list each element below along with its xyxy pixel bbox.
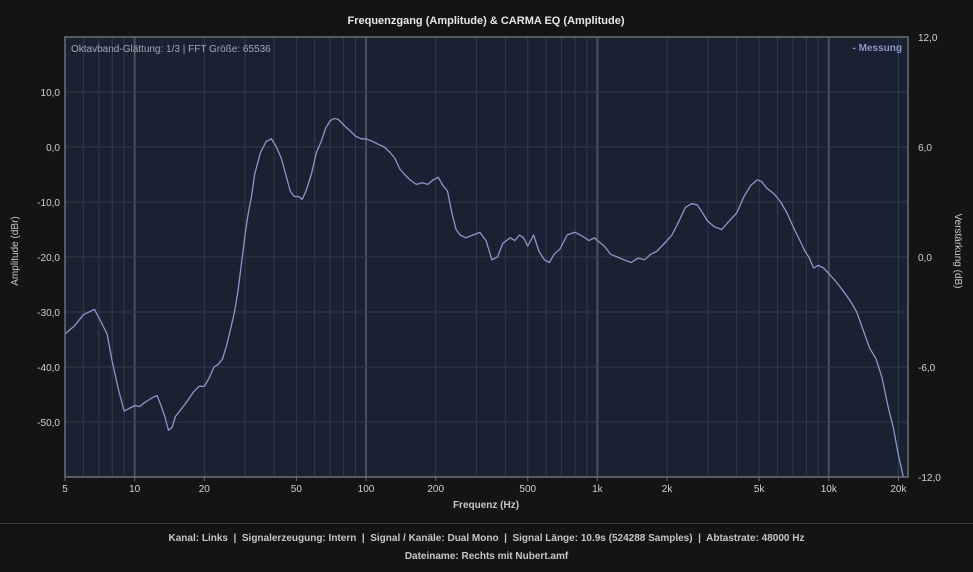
axes-layer: 5 10 20 50 100 200 500 1k 2k 5k 10k 20k 10,0 0,0 -10,0… (37, 33, 941, 495)
x-tick-label: 5k (754, 484, 766, 495)
series-line-messung (65, 117, 904, 477)
y2-axis-label: Verstärkung (dB) (952, 213, 963, 288)
x-tick-label: 20 (199, 484, 211, 495)
x-tick-label: 5 (62, 484, 68, 495)
y-tick-label: -20,0 (37, 253, 60, 264)
footer-divider (0, 523, 973, 524)
x-tick-label: 1k (592, 484, 604, 495)
series-layer (65, 117, 904, 477)
x-tick-label: 10k (821, 484, 838, 495)
x-tick-label: 200 (427, 484, 444, 495)
x-tick-label: 500 (519, 484, 536, 495)
x-tick-label: 50 (291, 484, 303, 495)
footer-signal-info: Kanal: Links | Signalerzeugung: Intern |… (168, 533, 805, 544)
y2-tick-label: -12,0 (918, 473, 941, 484)
plot-frame (64, 36, 909, 478)
y-tick-label: -50,0 (37, 418, 60, 429)
legend-item-messung: - Messung (853, 43, 902, 54)
y2-tick-label: 6,0 (918, 143, 932, 154)
y-tick-label: -10,0 (37, 198, 60, 209)
y-tick-label: 0,0 (46, 143, 60, 154)
y2-tick-label: -6,0 (918, 363, 936, 374)
grid (65, 37, 908, 477)
x-tick-label: 20k (890, 484, 907, 495)
frequency-response-chart: 5 10 20 50 100 200 500 1k 2k 5k 10k 20k 10,0 0,0 -10,0… (10, 15, 963, 511)
x-tick-label: 100 (358, 484, 375, 495)
y2-tick-label: 12,0 (918, 33, 938, 44)
x-tick-label: 10 (129, 484, 141, 495)
chart-title: Frequenzgang (Amplitude) & CARMA EQ (Amp… (347, 15, 624, 27)
x-axis-label: Frequenz (Hz) (453, 500, 519, 511)
y-tick-label: -40,0 (37, 363, 60, 374)
y2-tick-label: 0,0 (918, 253, 932, 264)
y-axis-label: Amplitude (dBr) (10, 216, 21, 285)
y-tick-label: -30,0 (37, 308, 60, 319)
y-tick-label: 10,0 (41, 88, 61, 99)
chart-annotation: Oktavband-Glättung: 1/3 | FFT Größe: 655… (71, 44, 271, 55)
x-tick-label: 2k (662, 484, 674, 495)
footer-filename: Dateiname: Rechts mit Nubert.amf (404, 551, 569, 562)
